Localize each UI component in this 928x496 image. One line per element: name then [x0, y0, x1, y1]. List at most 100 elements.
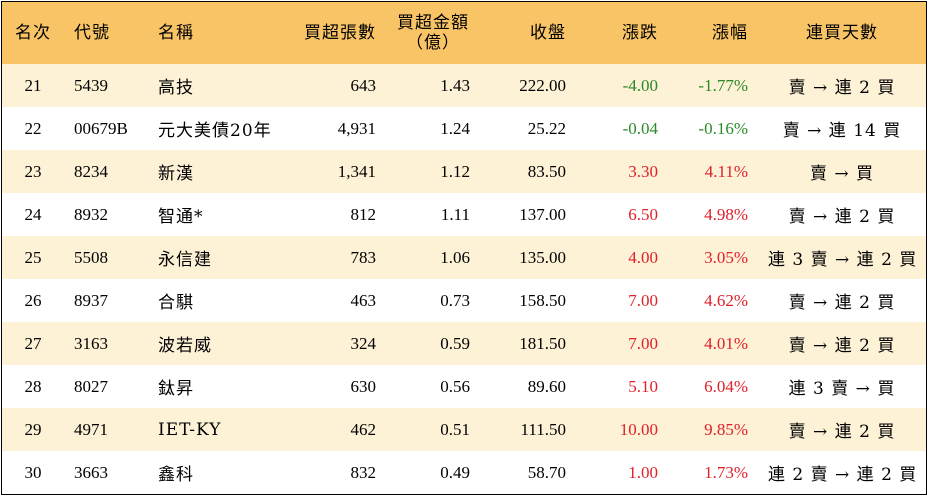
cell-streak: 連 2 賣 → 連 2 買: [768, 465, 918, 485]
cell-change-pct: 3.05%: [704, 247, 748, 267]
table-row: 26 8937 合騏 463 0.73 158.50 7.00 4.62% 賣 → 連 2 買: [2, 279, 926, 322]
cell-change-pct: 4.98%: [704, 204, 748, 224]
cell-net-buy-lots: 462: [350, 419, 377, 439]
cell-change: 4.00: [628, 247, 658, 267]
cell-rank: 29: [24, 419, 42, 439]
header-rank: 名次: [15, 23, 51, 43]
cell-net-buy-amount: 1.24: [440, 118, 470, 138]
cell-close: 181.50: [519, 333, 566, 353]
cell-code: 8234: [74, 161, 108, 181]
cell-net-buy-lots: 324: [350, 333, 377, 353]
cell-net-buy-amount: 1.06: [440, 247, 470, 267]
header-code: 代號: [74, 23, 110, 43]
cell-rank: 22: [24, 118, 42, 138]
cell-streak: 賣 → 連 2 買: [788, 422, 896, 442]
cell-rank: 27: [24, 333, 42, 353]
cell-change: 6.50: [628, 204, 658, 224]
cell-rank: 28: [24, 376, 42, 396]
cell-net-buy-amount: 0.56: [440, 376, 470, 396]
cell-code: 5508: [74, 247, 108, 267]
cell-change-pct: 6.04%: [704, 376, 748, 396]
table-row: 25 5508 永信建 783 1.06 135.00 4.00 3.05% 連 3 賣 → 連…: [2, 236, 926, 279]
table-row: 30 3663 鑫科 832 0.49 58.70 1.00 1.73% 連 2 賣 → 連 2…: [2, 451, 926, 494]
cell-code: 3663: [74, 462, 108, 482]
cell-rank: 24: [24, 204, 42, 224]
cell-streak: 連 3 賣 → 買: [788, 379, 896, 399]
cell-name: 鈦昇: [158, 379, 194, 399]
cell-streak: 賣 → 連 2 買: [788, 336, 896, 356]
cell-name: 智通*: [158, 207, 204, 227]
cell-change-pct: -1.77%: [698, 75, 748, 95]
cell-name: 高技: [158, 78, 194, 98]
cell-change-pct: 4.01%: [704, 333, 748, 353]
header-net-buy-amount-line2: （億）: [406, 33, 460, 53]
cell-net-buy-amount: 0.49: [440, 462, 470, 482]
table-row: 28 8027 鈦昇 630 0.56 89.60 5.10 6.04% 連 3 賣 → 買: [2, 365, 926, 408]
cell-name: 波若威: [158, 336, 212, 356]
cell-rank: 21: [24, 75, 42, 95]
cell-name: IET-KY: [158, 419, 222, 440]
header-net-buy-amount-line1: 買超金額: [397, 13, 469, 33]
cell-close: 135.00: [519, 247, 566, 267]
cell-rank: 23: [24, 161, 42, 181]
cell-change-pct: 4.62%: [704, 290, 748, 310]
cell-net-buy-amount: 1.43: [440, 75, 470, 95]
cell-name: 鑫科: [158, 465, 194, 485]
table-row: 27 3163 波若威 324 0.59 181.50 7.00 4.01% 賣 → 連 2 買: [2, 322, 926, 365]
table-row: 24 8932 智通* 812 1.11 137.00 6.50 4.98% 賣 → 連 2 買: [2, 193, 926, 236]
cell-change-pct: 4.11%: [704, 161, 748, 181]
cell-code: 8937: [74, 290, 108, 310]
cell-change: -4.00: [622, 75, 658, 95]
cell-code: 00679B: [74, 118, 128, 138]
cell-close: 137.00: [519, 204, 566, 224]
cell-close: 25.22: [527, 118, 566, 138]
cell-close: 111.50: [520, 419, 567, 439]
cell-streak: 賣 → 買: [809, 164, 875, 184]
cell-net-buy-lots: 463: [350, 290, 377, 310]
cell-code: 5439: [74, 75, 108, 95]
cell-change: 5.10: [628, 376, 658, 396]
cell-change: 7.00: [628, 290, 658, 310]
cell-streak: 賣 → 連 2 買: [788, 293, 896, 313]
cell-net-buy-lots: 783: [350, 247, 377, 267]
cell-change-pct: 1.73%: [704, 462, 748, 482]
header-change: 漲跌: [622, 23, 658, 43]
cell-close: 83.50: [527, 161, 566, 181]
cell-close: 58.70: [527, 462, 566, 482]
cell-streak: 連 3 賣 → 連 2 買: [768, 250, 918, 270]
cell-net-buy-amount: 0.51: [440, 419, 470, 439]
cell-change: 10.00: [619, 419, 658, 439]
cell-name: 永信建: [158, 250, 212, 270]
cell-close: 222.00: [519, 75, 566, 95]
cell-net-buy-amount: 1.11: [440, 204, 470, 224]
cell-net-buy-amount: 0.73: [440, 290, 470, 310]
cell-net-buy-lots: 643: [350, 75, 377, 95]
cell-rank: 30: [24, 462, 42, 482]
cell-net-buy-lots: 832: [350, 462, 377, 482]
header-name: 名稱: [158, 23, 194, 43]
cell-change: 1.00: [628, 462, 658, 482]
cell-net-buy-lots: 630: [350, 376, 377, 396]
cell-change: -0.04: [622, 118, 658, 138]
cell-rank: 26: [24, 290, 42, 310]
cell-change: 3.30: [628, 161, 658, 181]
header-change-pct: 漲幅: [712, 23, 748, 43]
cell-close: 89.60: [527, 376, 566, 396]
cell-net-buy-lots: 1,341: [337, 161, 376, 181]
table-row: 29 4971 IET-KY 462 0.51 111.50 10.00 9.85% 賣 → 連…: [2, 408, 926, 451]
cell-code: 3163: [74, 333, 108, 353]
cell-net-buy-lots: 812: [350, 204, 377, 224]
cell-streak: 賣 → 連 2 買: [788, 78, 896, 98]
cell-net-buy-lots: 4,931: [337, 118, 376, 138]
cell-streak: 賣 → 連 2 買: [788, 207, 896, 227]
header-net-buy-amount: 買超金額 （億）: [386, 2, 480, 64]
cell-change-pct: 9.85%: [704, 419, 748, 439]
header-net-buy-lots: 買超張數: [304, 23, 376, 43]
cell-net-buy-amount: 1.12: [440, 161, 470, 181]
cell-change: 7.00: [628, 333, 658, 353]
table-row: 23 8234 新漢 1,341 1.12 83.50 3.30 4.11% 賣 → 買: [2, 150, 926, 193]
table-header-row: 名次 代號 名稱 買超張數 買超金額 （億） 收盤 漲跌 漲幅 連買天數: [2, 2, 926, 64]
cell-name: 合騏: [158, 293, 194, 313]
